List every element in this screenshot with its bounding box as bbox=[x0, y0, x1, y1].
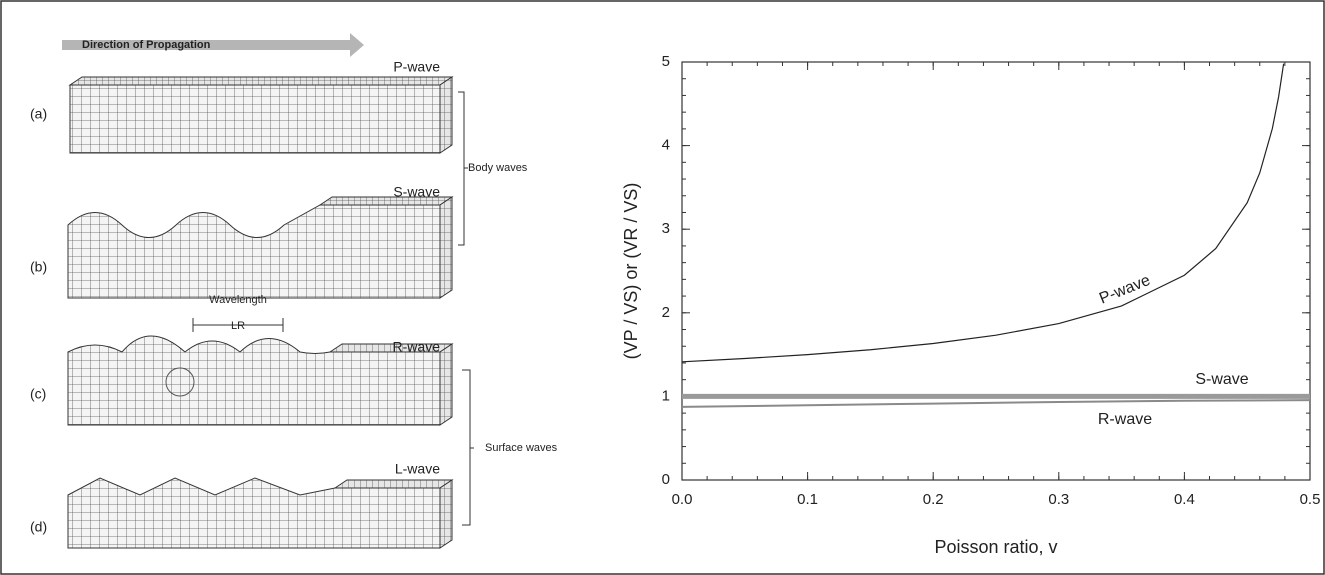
wavelength-label: Wavelength bbox=[209, 294, 267, 306]
series-label: S-wave bbox=[1195, 371, 1248, 388]
block-top bbox=[333, 479, 454, 489]
propagation-arrow bbox=[62, 33, 364, 57]
series-line bbox=[681, 399, 1311, 408]
block-side bbox=[439, 479, 453, 549]
block-side bbox=[439, 76, 453, 154]
group-label: Body waves bbox=[468, 162, 528, 174]
panel-tag: (d) bbox=[30, 519, 47, 535]
block-side bbox=[439, 343, 453, 426]
wave-name: S-wave bbox=[393, 184, 440, 200]
wavelength-marker bbox=[192, 318, 284, 332]
particle-orbit bbox=[165, 367, 195, 397]
series-label: P-wave bbox=[1097, 272, 1153, 308]
wave-name: R-wave bbox=[393, 339, 441, 355]
x-tick-label: 0.4 bbox=[1174, 491, 1195, 508]
x-tick-label: 0.1 bbox=[797, 491, 818, 508]
wave-diagram: Direction of Propagation Body waves Surf… bbox=[62, 33, 558, 549]
plot-frame bbox=[681, 61, 1311, 481]
panel-tag: (c) bbox=[30, 386, 46, 402]
series-line bbox=[681, 63, 1285, 363]
brace bbox=[458, 91, 468, 246]
block-front bbox=[67, 204, 441, 299]
block-side bbox=[439, 196, 453, 299]
y-tick-label: 4 bbox=[662, 137, 670, 154]
y-tick-label: 5 bbox=[662, 53, 670, 70]
series-label: R-wave bbox=[1098, 411, 1152, 428]
x-tick-label: 0.2 bbox=[923, 491, 944, 508]
wavelength-symbol: LR bbox=[231, 320, 245, 332]
block-front bbox=[67, 477, 441, 549]
x-tick-label: 0.3 bbox=[1048, 491, 1069, 508]
block-front bbox=[67, 335, 441, 426]
x-tick-label: 0.5 bbox=[1300, 491, 1321, 508]
group-label: Surface waves bbox=[485, 442, 558, 454]
x-tick-label: 0.0 bbox=[672, 491, 693, 508]
wave-name: L-wave bbox=[395, 461, 440, 477]
panel-tag: (a) bbox=[30, 106, 47, 122]
block-front bbox=[69, 84, 441, 154]
brace bbox=[462, 369, 474, 526]
wave-name: P-wave bbox=[393, 59, 440, 75]
y-tick-label: 0 bbox=[662, 471, 670, 488]
y-tick-label: 2 bbox=[662, 304, 670, 321]
block-top bbox=[68, 76, 454, 86]
y-axis-label: (VP / VS) or (VR / VS) bbox=[621, 183, 641, 360]
y-tick-label: 3 bbox=[662, 220, 670, 237]
x-axis-label: Poisson ratio, v bbox=[934, 537, 1057, 557]
panel-tag: (b) bbox=[30, 259, 47, 275]
y-tick-label: 1 bbox=[662, 387, 670, 404]
direction-label: Direction of Propagation bbox=[82, 39, 211, 51]
